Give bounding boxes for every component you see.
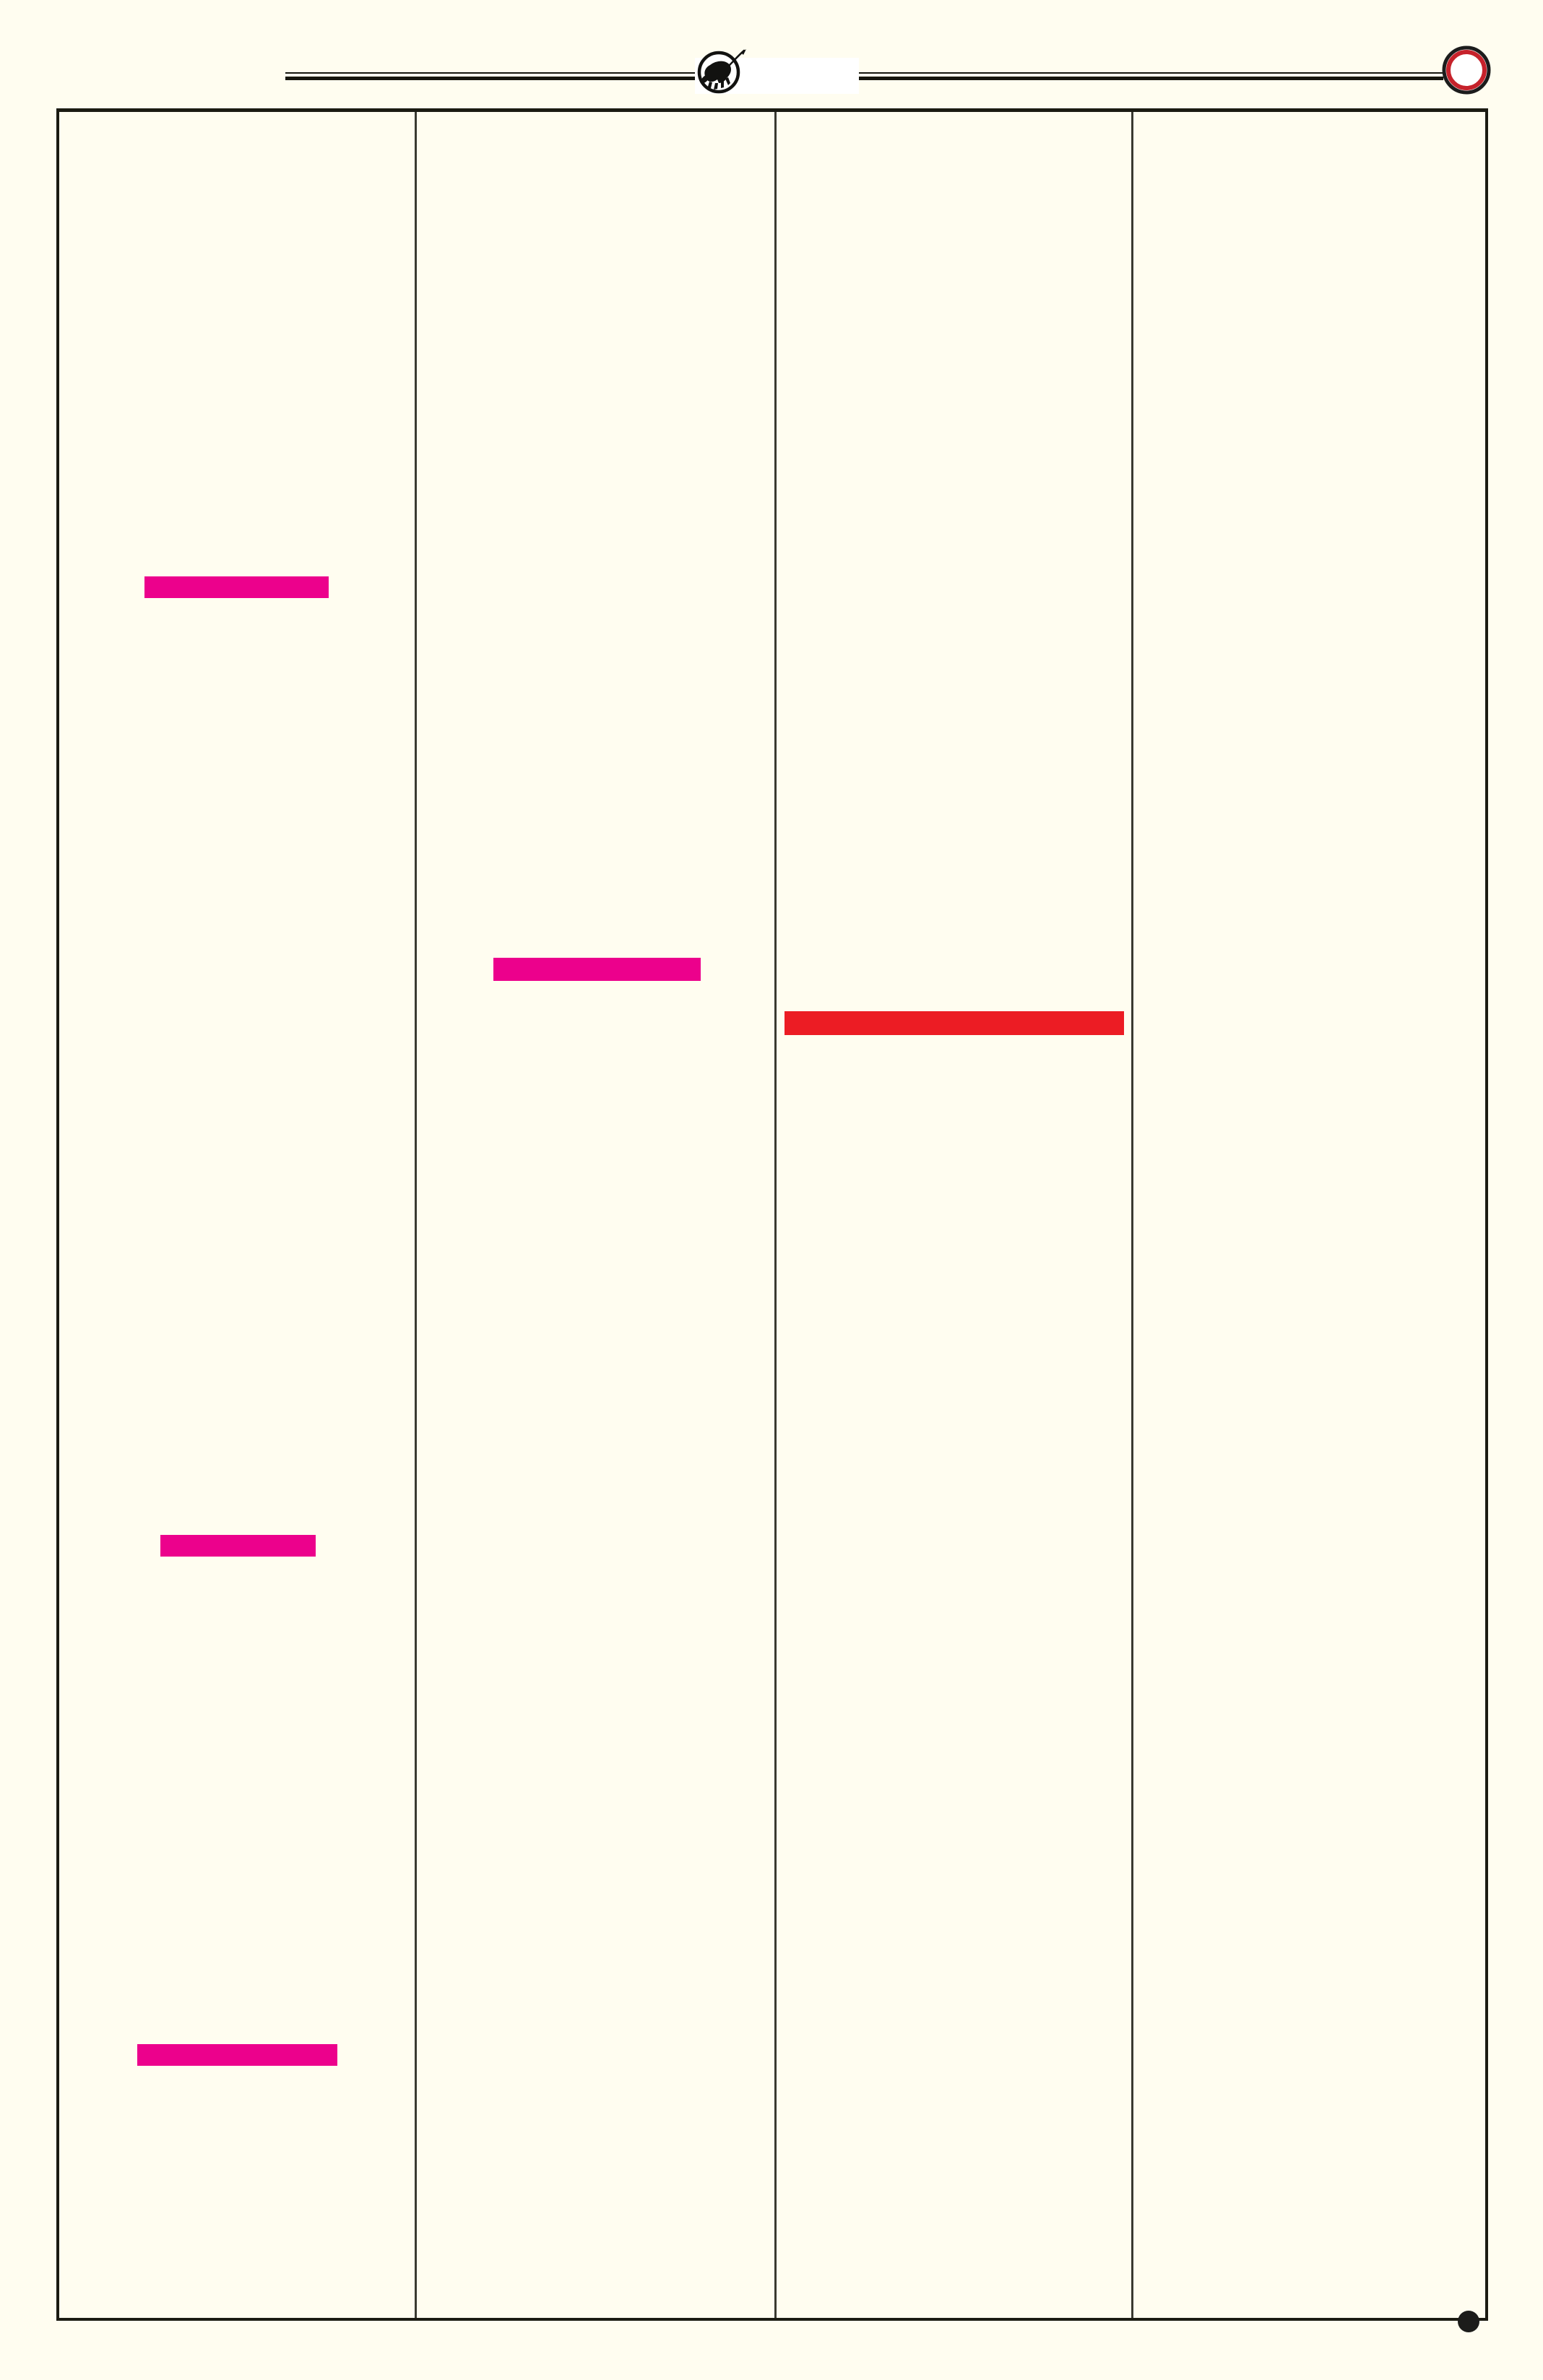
gel-band-lane1 bbox=[144, 576, 329, 598]
gel-band-lane1 bbox=[137, 2044, 337, 2066]
corner-dot bbox=[1458, 2311, 1479, 2332]
lanes-frame bbox=[56, 108, 1488, 2321]
lane-divider-3 bbox=[1131, 112, 1133, 2318]
lane-divider-1 bbox=[415, 112, 417, 2318]
lane-divider-2 bbox=[774, 112, 777, 2318]
bull-stamp-icon bbox=[697, 49, 746, 94]
gel-band-lane1 bbox=[160, 1535, 316, 1557]
gel-band-lane3 bbox=[785, 1011, 1124, 1035]
header-rule-left bbox=[285, 72, 699, 80]
ring-badge-icon bbox=[1442, 46, 1491, 95]
gel-band-lane2 bbox=[493, 958, 701, 981]
header-rule-right bbox=[859, 72, 1443, 80]
